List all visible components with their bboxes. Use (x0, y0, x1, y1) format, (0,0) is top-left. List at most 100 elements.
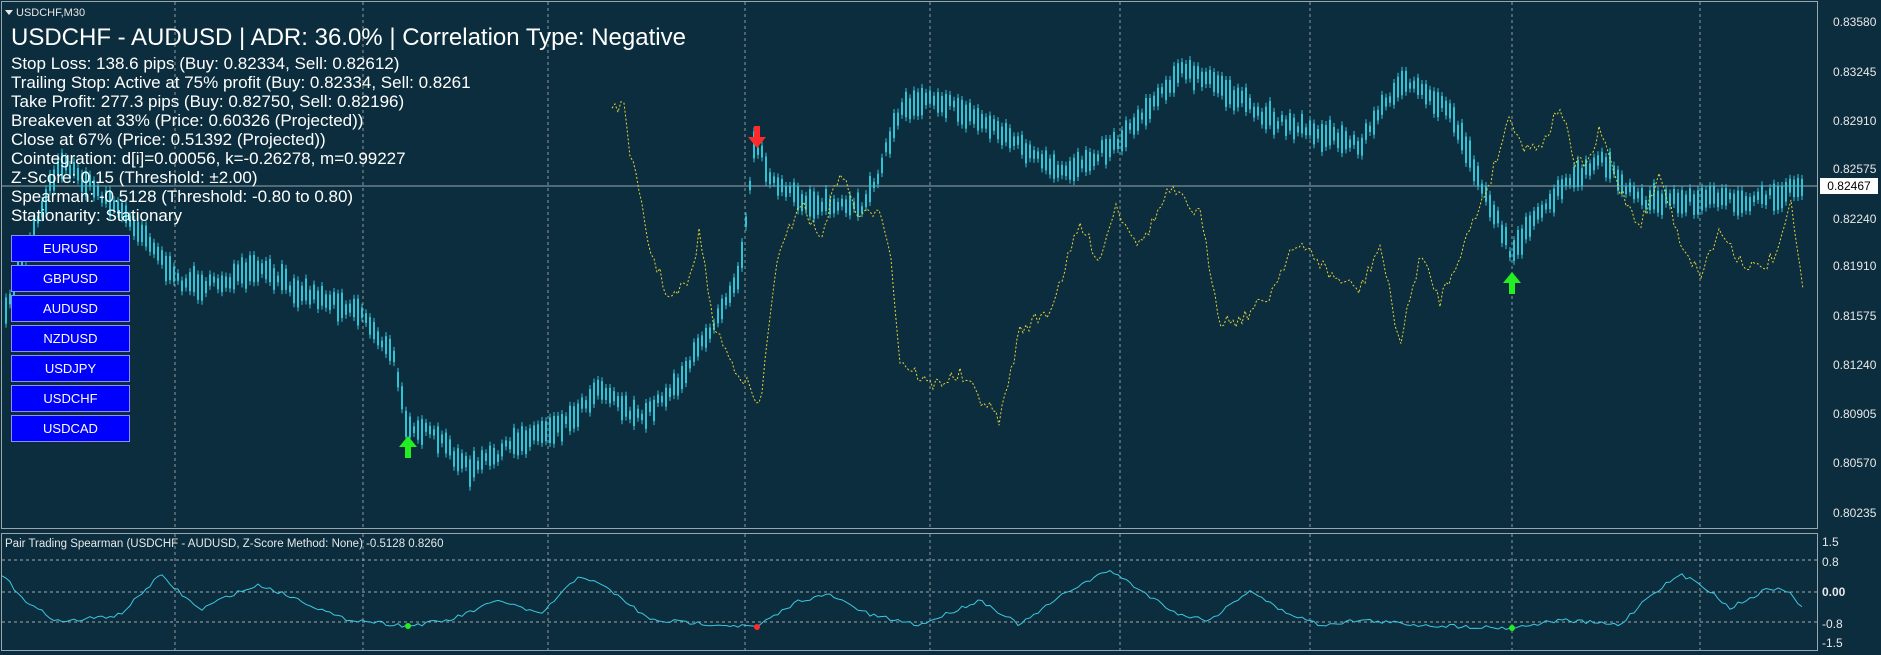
candle-body (545, 421, 547, 442)
symbol-button-eurusd[interactable]: EURUSD (11, 235, 130, 262)
pair-headline: USDCHF - AUDUSD | ADR: 36.0% | Correlati… (11, 24, 686, 51)
symbol-button-gbpusd[interactable]: GBPUSD (11, 265, 130, 292)
candle-body (1673, 189, 1675, 204)
candle-body (1469, 140, 1471, 168)
candle-body (1637, 191, 1639, 199)
candle-body (557, 415, 559, 433)
candle-body (209, 274, 211, 286)
candle-body (785, 185, 787, 197)
candle-body (637, 408, 639, 418)
candle-body (1641, 187, 1643, 206)
candle-body (905, 91, 907, 118)
candle-body (809, 189, 811, 217)
candle-body (1133, 117, 1135, 135)
candle-body (449, 439, 451, 456)
candle-body (529, 428, 531, 447)
candle-body (1337, 132, 1339, 149)
candle-body (1353, 134, 1355, 145)
indicator-level-label: 0.00 (1822, 585, 1846, 599)
candle-body (621, 396, 623, 421)
candle-body (629, 410, 631, 420)
candle-body (389, 338, 391, 361)
candle-body (357, 298, 359, 326)
candle-body (1281, 114, 1283, 122)
candle-body (965, 104, 967, 129)
candle-body (1401, 70, 1403, 96)
candle-body (149, 237, 151, 252)
candle-body (1261, 111, 1263, 125)
candle-body (53, 169, 55, 191)
candle-body (1797, 177, 1799, 198)
symbol-button-usdchf[interactable]: USDCHF (11, 385, 130, 412)
candle-body (1569, 178, 1571, 186)
candle-body (901, 102, 903, 115)
candle-body (617, 396, 619, 408)
candle-body (305, 278, 307, 301)
candle-body (201, 274, 203, 301)
chevron-down-icon[interactable] (5, 10, 13, 15)
candle-body (1801, 178, 1803, 196)
candle-body (1613, 165, 1615, 175)
candle-body (145, 225, 147, 247)
candle-body (961, 99, 963, 125)
candle-body (849, 195, 851, 216)
candle-body (793, 182, 795, 203)
candle-body (1077, 151, 1079, 177)
candle-body (1565, 177, 1567, 187)
candle-body (1245, 87, 1247, 113)
price-axis-label: 0.82240 (1833, 212, 1877, 226)
candle-body (781, 179, 783, 193)
candle-body (1773, 183, 1775, 211)
candle-body (1553, 188, 1555, 213)
candle-body (1073, 157, 1075, 182)
price-axis-label: 0.81240 (1833, 358, 1877, 372)
symbol-button-usdcad[interactable]: USDCAD (11, 415, 130, 442)
candle-body (1389, 96, 1391, 103)
candle-body (1309, 120, 1311, 136)
candle-body (1365, 123, 1367, 140)
candle-body (717, 308, 719, 324)
candle-body (513, 427, 515, 455)
symbol-button-audusd[interactable]: AUDUSD (11, 295, 130, 322)
candle-body (869, 176, 871, 203)
candle-body (1093, 153, 1095, 167)
candle-body (953, 100, 955, 108)
candle-body (337, 293, 339, 322)
indicator-frame (1, 533, 1818, 651)
candle-body (1541, 204, 1543, 218)
candle-body (265, 260, 267, 280)
price-axis-label: 0.82910 (1833, 114, 1877, 128)
candle-body (893, 113, 895, 138)
candle-body (1221, 75, 1223, 96)
symbol-button-usdjpy[interactable]: USDJPY (11, 355, 130, 382)
candle-body (821, 201, 823, 212)
candle-body (445, 432, 447, 454)
candle-body (277, 275, 279, 283)
candle-body (1421, 83, 1423, 95)
candle-body (21, 253, 23, 272)
candle-body (1397, 76, 1399, 98)
symbol-title: USDCHF,M30 (16, 7, 86, 19)
candle-body (1185, 63, 1187, 80)
candle-body (861, 206, 863, 214)
candle-body (105, 190, 107, 204)
candle-body (1793, 179, 1795, 198)
buy-signal-marker (405, 623, 411, 629)
candle-body (409, 416, 411, 438)
candle-body (477, 460, 479, 470)
symbol-button-nzdusd[interactable]: NZDUSD (11, 325, 130, 352)
candle-body (1109, 139, 1111, 158)
candle-body (1169, 80, 1171, 93)
candle-body (1709, 185, 1711, 205)
candle-body (113, 200, 115, 210)
candle-body (597, 379, 599, 396)
candle-body (453, 451, 455, 467)
candle-body (297, 280, 299, 308)
candle-body (377, 331, 379, 346)
candle-body (777, 177, 779, 196)
candle-body (1549, 193, 1551, 210)
candle-body (1349, 139, 1351, 148)
